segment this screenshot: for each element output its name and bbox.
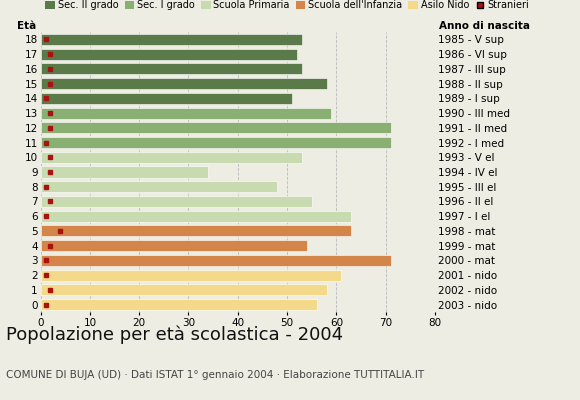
Legend: Sec. II grado, Sec. I grado, Scuola Primaria, Scuola dell'Infanzia, Asilo Nido, : Sec. II grado, Sec. I grado, Scuola Prim… xyxy=(45,0,530,10)
Bar xyxy=(41,122,391,133)
Text: Anno di nascita: Anno di nascita xyxy=(439,22,530,32)
Bar xyxy=(41,93,292,104)
Bar xyxy=(41,34,302,45)
Bar xyxy=(41,137,391,148)
Bar xyxy=(41,226,351,236)
Text: COMUNE DI BUJA (UD) · Dati ISTAT 1° gennaio 2004 · Elaborazione TUTTITALIA.IT: COMUNE DI BUJA (UD) · Dati ISTAT 1° genn… xyxy=(6,370,424,380)
Bar xyxy=(41,166,208,178)
Bar xyxy=(41,196,312,207)
Text: Età: Età xyxy=(17,22,37,32)
Bar xyxy=(41,63,302,74)
Bar xyxy=(41,48,297,60)
Bar xyxy=(41,299,317,310)
Bar xyxy=(41,181,277,192)
Bar xyxy=(41,152,302,163)
Text: Popolazione per età scolastica - 2004: Popolazione per età scolastica - 2004 xyxy=(6,326,343,344)
Bar xyxy=(41,240,307,251)
Bar xyxy=(41,78,327,89)
Bar xyxy=(41,255,391,266)
Bar xyxy=(41,270,341,281)
Bar xyxy=(41,108,332,118)
Bar xyxy=(41,211,351,222)
Bar xyxy=(41,284,327,296)
